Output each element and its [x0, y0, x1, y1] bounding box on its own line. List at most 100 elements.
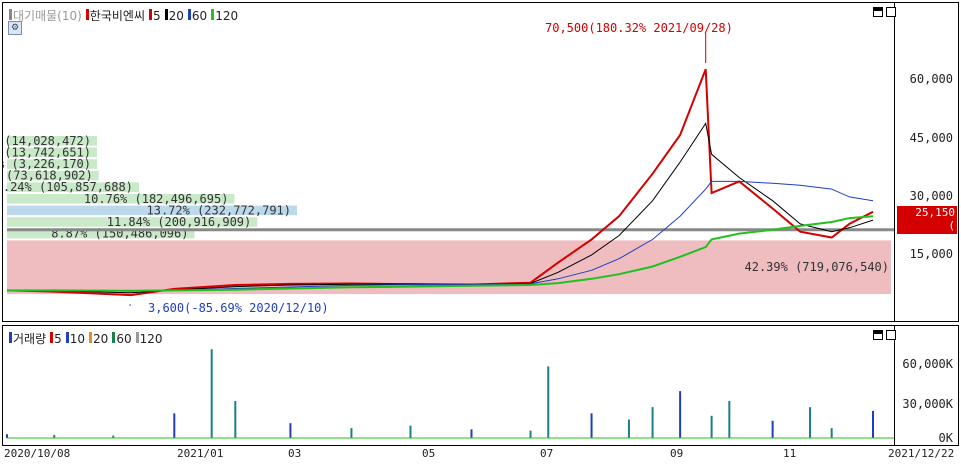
volume-bar: [112, 435, 115, 438]
volume-legend-swatch: [89, 331, 93, 343]
volume-profile-bar: [7, 217, 258, 227]
high-price-note: 70,500(180.32% 2021/09/28): [545, 21, 733, 35]
settings-icon[interactable]: ⚙: [8, 21, 22, 35]
volume-pane-buttons: [873, 330, 958, 340]
price-axis-separator: [894, 3, 895, 321]
volume-bar: [547, 366, 550, 438]
volume-y-tick: 0K: [938, 431, 953, 445]
x-tick: 2021/12/22: [888, 447, 955, 460]
volume-bar: [6, 434, 8, 438]
price-legend-label: 20: [168, 8, 184, 23]
series-line-한국비엔씨: [6, 68, 874, 297]
volume-bar: [529, 430, 532, 438]
volume-legend-label: 120: [139, 331, 163, 346]
price-legend-swatch: [211, 8, 215, 20]
x-tick: 03: [288, 447, 302, 460]
price-legend-swatch: [164, 8, 168, 20]
price-legend-swatch: [149, 8, 152, 20]
volume-profile-label: 11.84% (200,916,909): [107, 215, 252, 229]
volume-legend-label: 거래량: [13, 332, 47, 346]
low-price-note: 3,600(-85.69% 2020/12/10): [148, 301, 329, 315]
volume-chart-pane[interactable]: 거래량 5 10 20 60 120: [2, 325, 959, 446]
volume-profile-bar: [7, 159, 97, 169]
price-legend-label: 한국비엔씨: [89, 9, 145, 23]
price-chart-canvas: 0.83% (14,028,472)0.81% (13,742,651)0.19…: [3, 33, 894, 306]
volume-y-tick: 60,000K: [902, 357, 953, 371]
price-legend-swatch: [85, 9, 89, 20]
volume-profile-bar: [7, 147, 97, 158]
price-legend-item: 60: [187, 8, 208, 23]
price-legend-label: 5: [153, 8, 161, 23]
x-tick: 05: [422, 447, 436, 460]
x-tick: 2021/01: [177, 447, 224, 460]
price-legend: 대기매물(10) 한국비엔씨 5 20 60 120: [9, 7, 238, 24]
price-legend-label: 120: [215, 8, 239, 23]
volume-legend-label: 5: [54, 331, 62, 346]
price-legend-item: 한국비엔씨: [85, 7, 145, 24]
volume-legend: 거래량 5 10 20 60 120: [9, 330, 163, 347]
price-legend-swatch: [9, 9, 12, 20]
volume-profile-bar: [7, 205, 297, 216]
volume-bar: [409, 425, 412, 438]
volume-bar: [679, 391, 682, 438]
volume-legend-swatch: [65, 331, 69, 343]
x-tick: 2020/10/08: [4, 447, 71, 460]
price-legend-item: 대기매물(10): [9, 7, 82, 24]
volume-legend-swatch: [9, 332, 12, 343]
price-y-tick: 30,000: [909, 189, 953, 203]
volume-profile-bar: [7, 136, 97, 146]
volume-legend-item: 5: [50, 331, 62, 346]
volume-legend-item: 10: [65, 331, 86, 346]
current-price: 25,150: [915, 206, 955, 219]
price-legend-swatch: [187, 8, 191, 20]
price-legend-label: 대기매물(10): [13, 9, 82, 23]
volume-profile-label: 0.81% (13,742,651): [3, 145, 91, 159]
series-line-120: [7, 215, 874, 292]
price-y-tick: 60,000: [909, 72, 953, 86]
close-volume-pane-icon[interactable]: [886, 330, 896, 340]
volume-bar: [470, 429, 473, 438]
volume-profile-label: 6.24% (105,857,688): [3, 180, 133, 194]
volume-legend-label: 10: [69, 331, 86, 346]
volume-profile-bar: [7, 228, 195, 239]
volume-legend-label: 20: [93, 331, 109, 346]
volume-bar: [728, 401, 731, 438]
volume-profile-label: 0.19% (3,226,170): [3, 157, 91, 171]
price-legend-label: 60: [191, 8, 208, 23]
volume-y-tick: 30,000K: [902, 397, 953, 411]
volume-bar: [173, 413, 176, 438]
current-price-badge: 25,150 ( 29.97%): [897, 206, 957, 245]
close-pane-icon[interactable]: [886, 7, 896, 17]
x-tick: 09: [670, 447, 684, 460]
volume-bar: [350, 428, 353, 438]
volume-bar: [289, 423, 292, 438]
volume-profile-label: 42.39% (719,076,540): [745, 260, 890, 274]
volume-profile-label: 0.83% (14,028,472): [3, 134, 91, 148]
volume-bar: [710, 415, 713, 438]
price-chart-pane[interactable]: 0.83% (14,028,472)0.81% (13,742,651)0.19…: [2, 2, 959, 322]
volume-legend-item: 20: [89, 331, 109, 346]
volume-profile-bar: [7, 170, 99, 181]
x-tick: 11: [783, 447, 797, 460]
minimize-pane-icon[interactable]: [873, 7, 883, 17]
volume-bar: [234, 401, 237, 438]
volume-bar: [53, 434, 56, 438]
volume-legend-swatch: [112, 331, 116, 343]
volume-profile-label: 4.34% (73,618,902): [3, 169, 93, 183]
volume-legend-swatch: [135, 331, 139, 343]
volume-bar: [651, 407, 654, 438]
price-pane-buttons: [873, 7, 958, 17]
price-legend-item: 20: [164, 8, 184, 23]
current-change: ( 29.97%): [908, 219, 955, 245]
volume-profile-label: 13.72% (232,772,791): [147, 203, 292, 217]
minimize-volume-pane-icon[interactable]: [873, 330, 883, 340]
volume-bar: [771, 420, 774, 438]
volume-profile-bar: [7, 182, 139, 192]
price-legend-item: 5: [149, 8, 161, 23]
volume-bar: [590, 413, 593, 438]
price-y-tick: 45,000: [909, 131, 953, 145]
volume-bar: [210, 349, 213, 438]
volume-axis-separator: [894, 326, 895, 445]
price-legend-item: 120: [211, 8, 239, 23]
volume-legend-item: 거래량: [9, 330, 46, 347]
